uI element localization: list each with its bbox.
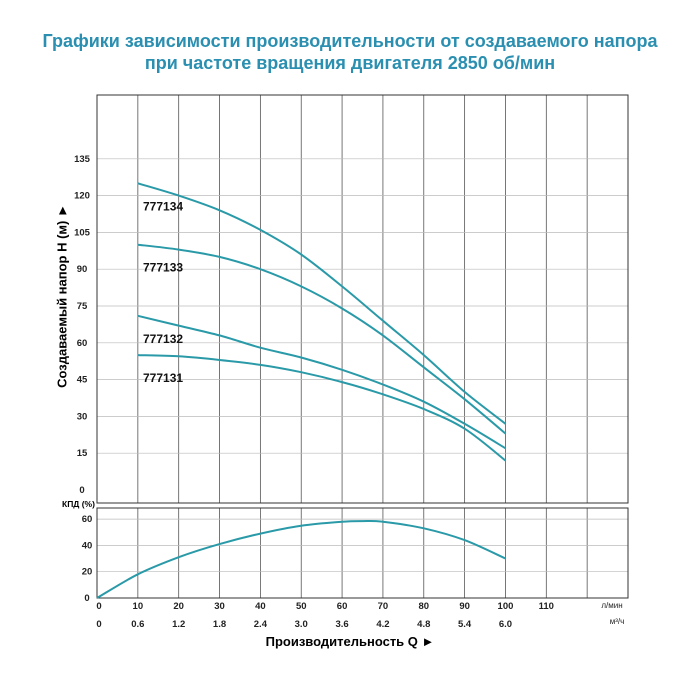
head-tick-label: 75 — [77, 301, 88, 312]
chart-title: Графики зависимости производительности о… — [0, 30, 700, 74]
head-tick-label: 90 — [77, 264, 88, 275]
flow-lpm-tick-label: 100 — [498, 601, 514, 612]
series-label-777132: 777132 — [143, 332, 183, 346]
flow-m3h-tick-label: 0.6 — [131, 619, 144, 630]
flow-m3h-tick-label: 3.0 — [295, 619, 308, 630]
head-axis-label: Создаваемый напор H (м) ► — [54, 204, 70, 388]
head-tick-label: 105 — [74, 227, 91, 238]
efficiency-curves — [96, 519, 506, 599]
flow-m3h-tick-label: 6.0 — [499, 619, 512, 630]
flow-m3h-tick-label: 4.2 — [376, 619, 389, 630]
head-tick-label: 0 — [79, 485, 84, 496]
flow-lpm-tick-label: 90 — [459, 601, 470, 612]
efficiency-curve — [96, 519, 506, 599]
head-curve-777133 — [137, 243, 507, 435]
flow-m3h-unit-label: м³/ч — [610, 617, 625, 626]
head-tick-label: 120 — [74, 191, 90, 202]
chart-title-line2: при частоте вращения двигателя 2850 об/м… — [144, 53, 556, 73]
axis-ticks: 0 15 30 45 60 75 90 105 120 135 0 20 40 60 0 10 20 30 40 50… — [74, 154, 624, 630]
series-label-777134: 777134 — [143, 199, 183, 213]
flow-axis-label: Производительность Q ► — [265, 634, 435, 649]
efficiency-tick-label: 40 — [82, 540, 93, 551]
flow-lpm-tick-label: 40 — [255, 601, 266, 612]
flow-lpm-unit-label: л/мин — [601, 601, 622, 610]
flow-m3h-tick-label: 0 — [96, 619, 101, 630]
head-tick-label: 15 — [77, 448, 88, 459]
head-curve-777132 — [137, 314, 507, 450]
efficiency-grid — [97, 508, 628, 598]
flow-m3h-tick-label: 1.8 — [213, 619, 226, 630]
flow-m3h-tick-label: 5.4 — [458, 619, 472, 630]
efficiency-plot-frame — [96, 507, 629, 599]
chart-title-line1: Графики зависимости производительности о… — [42, 31, 658, 51]
series-label-777133: 777133 — [143, 261, 183, 275]
flow-m3h-tick-label: 4.8 — [417, 619, 430, 630]
flow-lpm-tick-label: 50 — [296, 601, 307, 612]
efficiency-axis-label: КПД (%) — [62, 499, 95, 509]
efficiency-tick-label: 0 — [84, 593, 89, 604]
head-curve-777134 — [137, 182, 507, 425]
flow-m3h-tick-label: 2.4 — [254, 619, 268, 630]
flow-lpm-tick-label: 20 — [173, 601, 184, 612]
efficiency-tick-label: 20 — [82, 567, 93, 578]
flow-lpm-tick-label: 0 — [96, 601, 101, 612]
efficiency-tick-label: 60 — [82, 514, 93, 525]
head-tick-label: 60 — [77, 338, 88, 349]
head-grid — [97, 95, 628, 503]
flow-lpm-tick-label: 60 — [337, 601, 348, 612]
head-tick-label: 45 — [77, 375, 88, 386]
head-plot-frame — [96, 94, 629, 504]
flow-lpm-tick-label: 70 — [378, 601, 389, 612]
flow-lpm-tick-label: 10 — [133, 601, 144, 612]
flow-m3h-tick-label: 1.2 — [172, 619, 185, 630]
flow-m3h-tick-label: 3.6 — [335, 619, 348, 630]
flow-lpm-tick-label: 110 — [539, 601, 554, 612]
head-curves: 777134 777133 777132 777131 — [137, 182, 507, 462]
head-curve-777131 — [137, 354, 507, 462]
head-tick-label: 135 — [74, 154, 91, 165]
flow-lpm-tick-label: 80 — [418, 601, 429, 612]
series-label-777131: 777131 — [143, 371, 183, 385]
head-tick-label: 30 — [77, 411, 88, 422]
flow-lpm-tick-label: 30 — [214, 601, 225, 612]
